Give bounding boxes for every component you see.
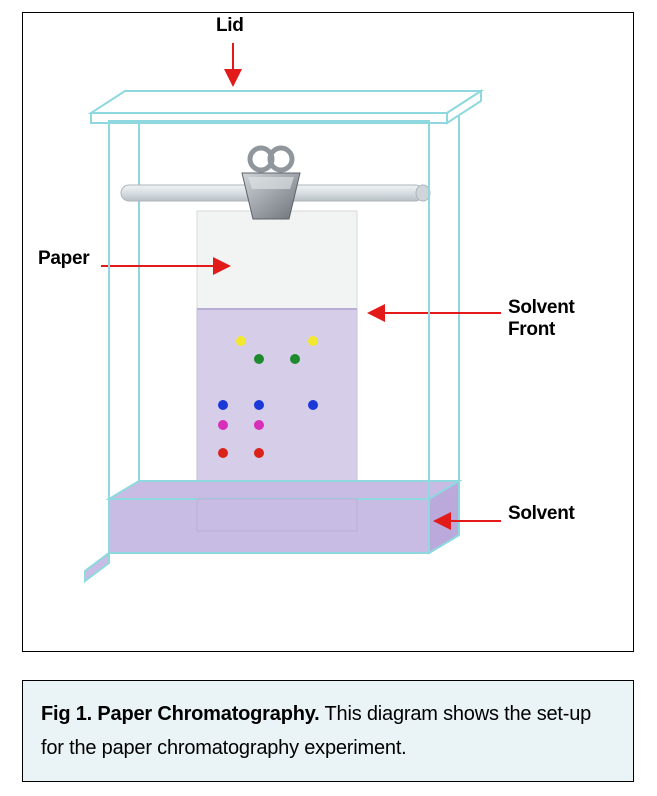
floor-edge: [85, 553, 109, 581]
caption-title: Fig 1. Paper Chromatography.: [41, 703, 320, 725]
binder-clip: [242, 148, 300, 219]
lid-slab: [91, 91, 481, 123]
paper-strip-dry: [197, 211, 357, 309]
figure-caption: Fig 1. Paper Chromatography. This diagra…: [22, 680, 634, 782]
diagram-frame: Lid Paper Solvent Front Solvent: [22, 12, 634, 652]
paper-in-solvent: [197, 499, 357, 531]
diagram-svg: [23, 13, 635, 653]
